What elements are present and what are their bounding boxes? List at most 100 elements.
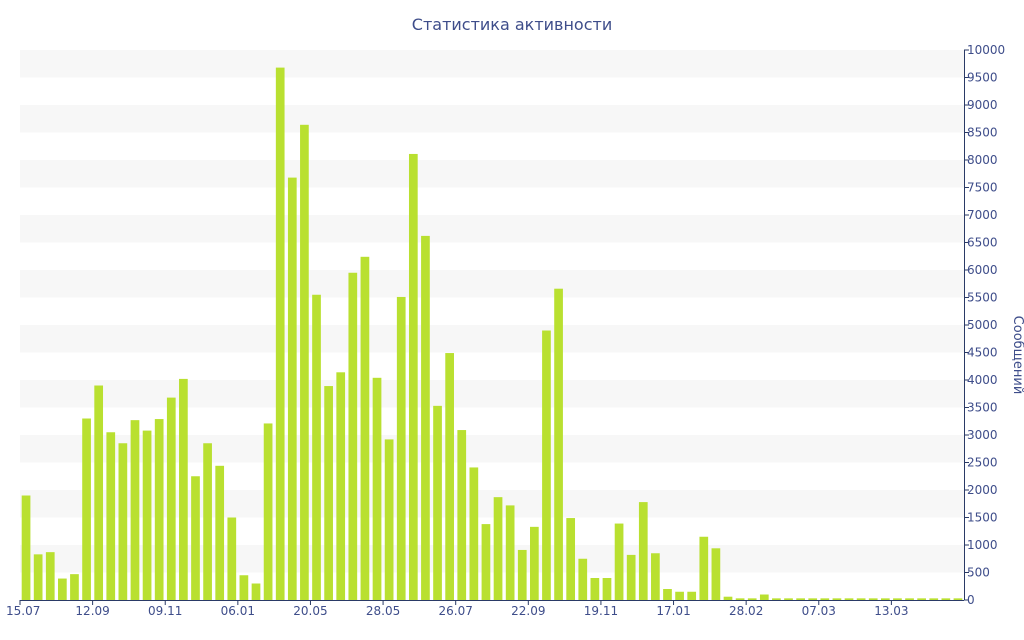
bar — [929, 598, 939, 600]
grid-band — [20, 50, 964, 78]
y-tick-label: 7500 — [967, 181, 998, 195]
bar — [542, 330, 551, 600]
bar — [312, 294, 321, 600]
x-tick-label: 20.05 — [293, 604, 327, 618]
x-tick-label: 26.07 — [439, 604, 473, 618]
y-tick-label: 9000 — [967, 98, 998, 112]
bar — [457, 430, 467, 600]
y-tick-label: 7000 — [967, 208, 998, 222]
bar — [82, 418, 91, 600]
bar — [118, 443, 128, 600]
y-tick-label: 1000 — [967, 538, 998, 552]
x-tick-label: 09.11 — [148, 604, 182, 618]
bar — [711, 548, 721, 600]
y-tick-label: 2000 — [967, 483, 998, 497]
bar — [554, 288, 563, 600]
bar — [324, 386, 333, 600]
grid-band — [20, 435, 964, 463]
bar — [227, 517, 237, 600]
bar — [348, 272, 358, 600]
bar — [263, 423, 273, 600]
bar — [179, 378, 188, 600]
x-tick-label: 28.02 — [729, 604, 763, 618]
grid-band — [20, 325, 964, 353]
bar — [759, 594, 769, 600]
x-tick-label: 19.11 — [584, 604, 618, 618]
bars-group — [21, 67, 963, 601]
bar — [239, 575, 249, 600]
chart-title: Статистика активности — [411, 15, 613, 34]
bar — [638, 502, 648, 600]
bar — [191, 476, 200, 600]
y-tick-label: 4000 — [967, 373, 998, 387]
bar — [784, 598, 793, 600]
bar — [336, 372, 346, 600]
y-tick-label: 10000 — [967, 43, 1005, 57]
x-axis-ticks: 15.07 12.09 09.11 06.01 20.05 28.05 26.07 22.09… — [6, 600, 909, 618]
bar — [614, 523, 624, 600]
bar — [893, 598, 902, 600]
bar — [469, 467, 479, 600]
bar — [275, 67, 285, 601]
x-tick-label: 13.03 — [874, 604, 908, 618]
bar — [493, 497, 503, 600]
bar — [203, 443, 212, 600]
x-tick-label: 07.03 — [802, 604, 836, 618]
grid-band — [20, 105, 964, 133]
grid-band — [20, 160, 964, 188]
x-tick-label: 15.07 — [6, 604, 40, 618]
bar — [723, 596, 733, 600]
bar — [868, 598, 878, 600]
bar — [856, 598, 866, 600]
bar — [820, 598, 830, 600]
y-tick-label: 6500 — [967, 236, 998, 250]
bar — [154, 419, 164, 600]
y-tick-label: 6000 — [967, 263, 998, 277]
bar — [481, 524, 491, 600]
bar — [832, 598, 842, 600]
bar — [21, 495, 31, 600]
y-tick-label: 3000 — [967, 428, 998, 442]
grid-band — [20, 545, 964, 573]
x-tick-label: 06.01 — [221, 604, 255, 618]
bar — [796, 598, 805, 600]
bar — [602, 578, 612, 600]
y-tick-label: 8500 — [967, 126, 998, 140]
bar — [747, 598, 757, 600]
bar — [880, 598, 890, 600]
bar — [251, 583, 261, 600]
y-tick-label: 5500 — [967, 291, 998, 305]
bar — [590, 578, 600, 600]
grid-band — [20, 215, 964, 243]
bar — [33, 554, 43, 600]
bar — [408, 153, 418, 600]
bar — [372, 377, 382, 600]
y-axis-label: Сообщений — [1010, 316, 1024, 395]
bar — [735, 598, 745, 600]
bar — [505, 505, 515, 600]
x-tick-label: 12.09 — [75, 604, 109, 618]
bar — [808, 598, 818, 600]
bar — [360, 256, 370, 600]
bar — [166, 397, 176, 600]
bar — [772, 598, 781, 600]
x-tick-label: 17.01 — [656, 604, 690, 618]
bar — [396, 296, 406, 600]
grid-band — [20, 380, 964, 408]
grid-band — [20, 270, 964, 298]
bar — [421, 235, 430, 600]
bar — [566, 518, 576, 600]
bar — [626, 554, 636, 600]
bar — [530, 526, 539, 600]
bar — [699, 536, 709, 600]
bar — [45, 552, 55, 600]
y-tick-label: 4500 — [967, 346, 998, 360]
bar — [953, 598, 963, 600]
y-tick-label: 2500 — [967, 456, 998, 470]
bar — [300, 124, 309, 601]
bar — [94, 385, 104, 600]
y-tick-label: 0 — [967, 593, 975, 607]
bar — [130, 420, 140, 600]
y-axis-ticks: 0 500 1000 1500 2000 2500 3000 3500 4000 4500 5000… — [964, 43, 1005, 607]
